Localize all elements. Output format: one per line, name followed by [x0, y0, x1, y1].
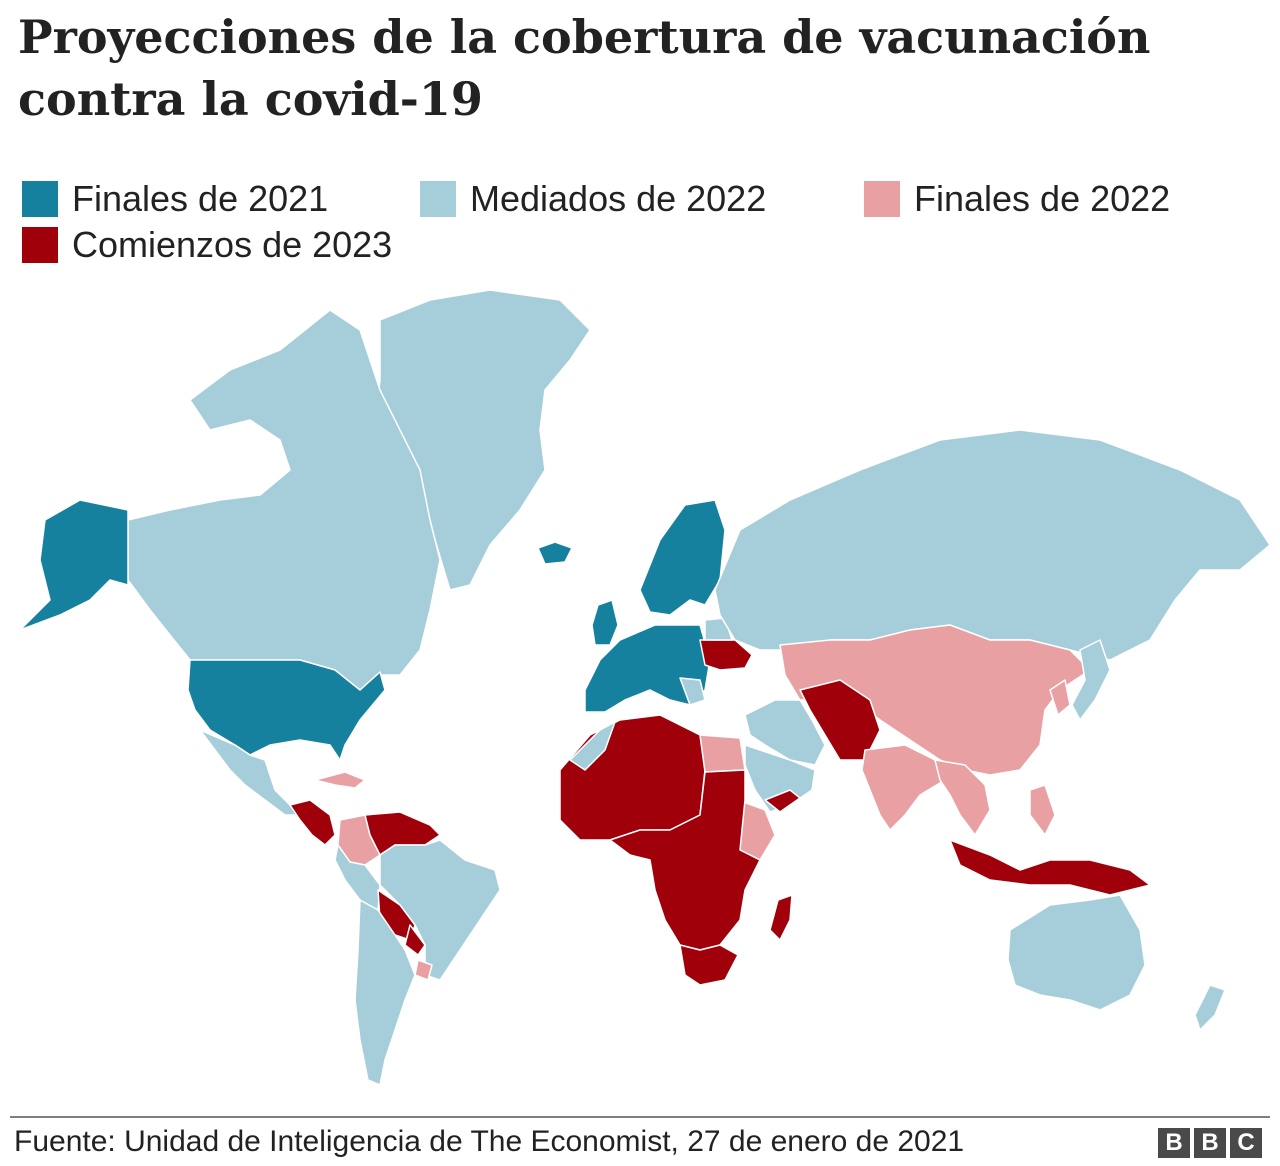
region-estados-unidos [187, 659, 386, 761]
region-africa-subsahariana [609, 769, 761, 951]
legend-swatch [22, 181, 58, 217]
region-argentina-chile [354, 899, 416, 1086]
region-ucrania [699, 639, 753, 671]
region-nueva-zelanda [1194, 984, 1226, 1031]
region-alaska [19, 499, 129, 631]
bbc-logo-letter: B [1194, 1128, 1226, 1158]
region-rusia [714, 429, 1271, 661]
region-filipinas [1029, 784, 1056, 836]
legend-swatch [22, 227, 58, 263]
bbc-logo: B B C [1158, 1128, 1262, 1158]
region-indonesia [949, 839, 1151, 896]
legend-item-comienzos-2023: Comienzos de 2023 [22, 224, 392, 266]
region-corea [1049, 679, 1071, 716]
legend-swatch [420, 181, 456, 217]
region-yemen [764, 789, 801, 813]
legend-label: Mediados de 2022 [470, 178, 767, 219]
region-egipto [699, 734, 746, 773]
region-oriente-medio [744, 699, 826, 766]
legend-label: Comienzos de 2023 [72, 224, 393, 265]
region-escandinavia [639, 499, 726, 616]
bbc-logo-letter: C [1230, 1128, 1262, 1158]
legend-item-mediados-2022: Mediados de 2022 [420, 178, 766, 220]
legend: Finales de 2021 Mediados de 2022 Finales… [22, 178, 1262, 270]
region-india [861, 744, 946, 831]
region-sudeste-asiatico [934, 759, 991, 836]
bbc-logo-letter: B [1158, 1128, 1190, 1158]
region-reino-unido [591, 599, 619, 646]
chart-title: Proyecciones de la cobertura de vacunaci… [18, 10, 1151, 126]
region-australia [1007, 894, 1146, 1011]
region-uruguay [414, 959, 433, 981]
region-balcanes [679, 677, 706, 706]
region-centroamerica [289, 799, 336, 846]
region-norte-africa [559, 714, 706, 841]
legend-label: Finales de 2022 [914, 178, 1171, 219]
region-sudafrica [679, 944, 739, 986]
world-map [19, 289, 1271, 1086]
source-note: Fuente: Unidad de Inteligencia de The Ec… [14, 1125, 965, 1158]
region-marruecos [569, 721, 616, 771]
legend-label: Finales de 2021 [72, 178, 329, 219]
region-japon [1071, 639, 1111, 721]
legend-item-finales-2022: Finales de 2022 [864, 178, 1170, 220]
legend-item-finales-2021: Finales de 2021 [22, 178, 328, 220]
legend-swatch [864, 181, 900, 217]
region-paraguay [404, 924, 426, 956]
region-madagascar [769, 894, 793, 941]
region-islandia [537, 541, 573, 565]
region-caribe [314, 771, 366, 789]
footer-divider [10, 1116, 1270, 1118]
